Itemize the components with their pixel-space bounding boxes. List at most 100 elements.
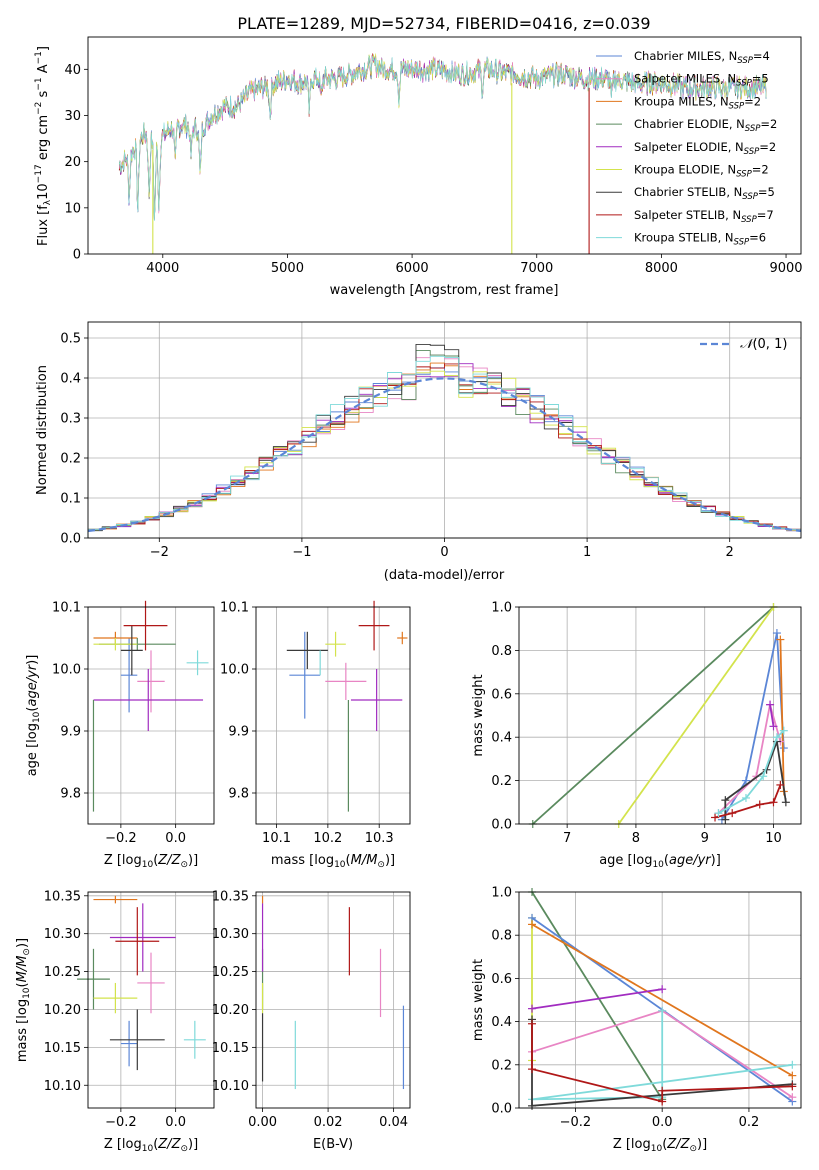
y-tick-label: 0.4 (60, 372, 81, 387)
y-tick-label: 0.4 (491, 1015, 512, 1030)
weight_vs_age-panel: 7 8 9 10 0.0 0.2 0.4 0.6 0.8 1.0 age [log10(age/yr… (471, 601, 802, 870)
x-tick-label: 0.02 (314, 1115, 343, 1130)
y-tick-label: 9.9 (228, 725, 249, 740)
y-tick-label: 0.5 (60, 332, 81, 347)
weight_vs_Z-panel: −0.2 0.0 0.2 0.0 0.2 0.4 0.6 0.8 1.0 Z [log10(Z/Z… (471, 886, 802, 1154)
axes-frame (87, 321, 802, 539)
y-tick-label: 30 (64, 109, 81, 124)
x-tick-label: 0.00 (248, 1115, 277, 1130)
x-tick-label: 9 (701, 831, 709, 846)
y-tick-label: 10.30 (212, 927, 249, 942)
axes-frame (518, 606, 802, 825)
weight-line-kroupa-miles (779, 639, 785, 792)
y-tick-label: 1.0 (491, 886, 512, 901)
y-tick-label: 0 (73, 248, 81, 263)
legend-entry: Chabrier ELODIE, NSSP=2 (634, 117, 777, 134)
axes-frame (87, 891, 215, 1109)
y-tick-label: 10.15 (212, 1041, 249, 1056)
weight-line-salpeter-elodie (531, 988, 663, 1010)
x-tick-label: 10.1 (262, 831, 291, 846)
spectrum-line-kroupa-stelib (118, 55, 767, 221)
x-tick-label: −1 (292, 545, 311, 560)
x-tick-label: 5000 (271, 261, 304, 276)
y-tick-label: 10.20 (212, 1003, 249, 1018)
y-tick-label: 0.0 (491, 1102, 512, 1117)
x-tick-label: 0.0 (165, 831, 186, 846)
normal-reference-curve (87, 377, 802, 533)
x-tick-label: 9000 (769, 261, 802, 276)
y-tick-label: 9.8 (60, 787, 81, 802)
x-tick-label: −0.2 (105, 1115, 137, 1130)
y-tick-label: 10 (64, 201, 81, 216)
y-tick-label: 0.0 (60, 532, 81, 547)
x-tick-label: −0.2 (105, 831, 137, 846)
y-tick-label: 20 (64, 155, 81, 170)
y-tick-label: 10.10 (44, 1079, 81, 1094)
age_vs_Z-panel: −0.2 0.0 9.8 9.9 10.0 10.1 Z [log10(Z/Z⊙)] age … (25, 601, 215, 870)
y-tick-label: 0.0 (491, 818, 512, 833)
x-tick-label: 7000 (520, 261, 553, 276)
x-axis-label: mass [log10(M/M⊙)] (271, 853, 395, 870)
y-tick-label: 0.6 (491, 972, 512, 987)
y-tick-label: 0.3 (60, 412, 81, 427)
y-axis-label: Normed distribution (35, 365, 50, 495)
weight-line-chabrier-miles (721, 632, 785, 821)
x-tick-label: 2 (726, 545, 734, 560)
axes-frame (87, 606, 215, 825)
x-tick-label: 0 (440, 545, 448, 560)
x-axis-label: Z [log10(Z/Z⊙)] (104, 1137, 198, 1154)
x-axis-label: Z [log10(Z/Z⊙)] (613, 1137, 707, 1154)
x-axis-label: Z [log10(Z/Z⊙)] (104, 853, 198, 870)
y-tick-label: 40 (64, 63, 81, 78)
y-tick-label: 0.8 (491, 929, 512, 944)
y-axis-label: mass weight (471, 674, 486, 756)
weight-line-chabrier-elodie (531, 891, 663, 1100)
y-tick-label: 0.4 (491, 731, 512, 746)
y-axis-label: mass weight (471, 959, 486, 1041)
axes-frame (255, 606, 411, 825)
x-tick-label: −0.2 (560, 1115, 592, 1130)
legend-entry: 𝒩(0, 1) (740, 337, 787, 352)
x-tick-label: 0.04 (379, 1115, 408, 1130)
y-tick-label: 1.0 (491, 601, 512, 616)
y-tick-label: 10.20 (44, 1003, 81, 1018)
x-tick-label: 4000 (146, 261, 179, 276)
x-axis-label: wavelength [Angstrom, rest frame] (330, 283, 559, 298)
mass_vs_EBV-panel: 0.00 0.02 0.04 10.10 10.15 10.20 10.25 10.30 10.… (212, 889, 411, 1152)
y-tick-label: 0.2 (491, 1058, 512, 1073)
weight-line-chabrier-elodie (532, 606, 775, 825)
legend-entry: Chabrier MILES, NSSP=4 (634, 49, 770, 66)
axes-frame (518, 891, 802, 1109)
y-tick-label: 10.35 (44, 889, 81, 904)
residual_histogram-panel: −2 −1 0 1 2 0.0 0.1 0.2 0.3 0.4 0.5 𝒩(0, 1) (data-mo… (35, 321, 802, 583)
y-tick-label: 0.8 (491, 644, 512, 659)
x-tick-label: 8000 (645, 261, 678, 276)
y-tick-label: 0.6 (491, 687, 512, 702)
weight-line-salpeter-miles (717, 704, 782, 814)
x-tick-label: 0.0 (165, 1115, 186, 1130)
legend-entry: Kroupa STELIB, NSSP=6 (634, 231, 766, 248)
y-tick-label: 10.25 (212, 965, 249, 980)
y-axis-label: age [log10(age/yr)] (25, 655, 42, 777)
axes-frame (87, 36, 802, 255)
x-axis-label: E(B-V) (313, 1137, 353, 1152)
legend-entry: Salpeter STELIB, NSSP=7 (634, 208, 774, 225)
legend-entry: Salpeter ELODIE, NSSP=2 (634, 140, 776, 157)
y-axis-label: mass [log10(M/M⊙)] (15, 938, 32, 1062)
age_vs_mass-panel: 10.1 10.2 10.3 9.8 9.9 10.0 10.1 mass [log10(M/… (220, 601, 411, 870)
x-tick-label: 6000 (396, 261, 429, 276)
x-tick-label: 8 (632, 831, 640, 846)
plots-layer: 4000 5000 6000 7000 8000 9000010203040Chabrie… (15, 36, 803, 1154)
weight-line-kroupa-elodie (617, 606, 775, 825)
x-tick-label: 0.2 (739, 1115, 760, 1130)
legend-entry: Kroupa ELODIE, NSSP=2 (634, 163, 769, 180)
y-tick-label: 0.2 (491, 774, 512, 789)
mass_vs_Z-panel: −0.2 0.0 10.10 10.15 10.20 10.25 10.30 10.35 Z [… (15, 889, 215, 1154)
x-tick-label: −2 (150, 545, 169, 560)
weight-line-kroupa-stelib (531, 1010, 793, 1101)
y-tick-label: 9.9 (60, 725, 81, 740)
y-tick-label: 10.30 (44, 927, 81, 942)
legend-entry: Kroupa MILES, NSSP=2 (634, 94, 761, 111)
axes-frame (255, 891, 411, 1109)
